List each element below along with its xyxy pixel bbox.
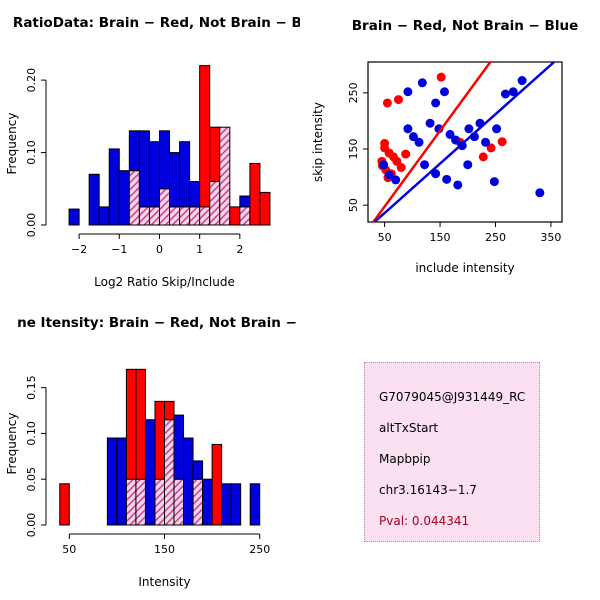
gene-intensity-histogram-chart: ne Itensity: Brain − Red, Not Brain − B 5… xyxy=(5,315,300,589)
svg-text:2: 2 xyxy=(236,243,243,256)
svg-text:Log2 Ratio Skip/Include: Log2 Ratio Skip/Include xyxy=(94,275,235,289)
svg-text:include intensity: include intensity xyxy=(415,261,514,275)
svg-text:50: 50 xyxy=(347,198,360,212)
gene-name-label: Mapbpip xyxy=(379,452,431,466)
svg-text:0.10: 0.10 xyxy=(25,421,38,446)
svg-text:250: 250 xyxy=(347,82,360,103)
svg-text:0: 0 xyxy=(156,243,163,256)
svg-text:0.10: 0.10 xyxy=(25,140,38,165)
svg-text:0.05: 0.05 xyxy=(25,467,38,492)
event-type-label: altTxStart xyxy=(379,421,439,435)
svg-text:Frequency: Frequency xyxy=(5,413,19,475)
locus-label: chr3.16143−1.7 xyxy=(379,483,477,497)
svg-text:150: 150 xyxy=(154,543,175,556)
gene-id-label: G7079045@J931449_RC xyxy=(379,390,526,404)
svg-text:0.15: 0.15 xyxy=(25,375,38,400)
svg-text:250: 250 xyxy=(485,231,506,244)
svg-text:1: 1 xyxy=(196,243,203,256)
svg-text:Intensity: Intensity xyxy=(138,575,190,589)
gene-intensity-histogram-panel: ne Itensity: Brain − Red, Not Brain − B 5… xyxy=(0,300,300,600)
svg-text:RatioData: Brain − Red, Not Br: RatioData: Brain − Red, Not Brain − Blu xyxy=(13,15,300,31)
intensity-scatter-chart: Brain − Red, Not Brain − Blue 50 150 250 350… xyxy=(311,18,578,275)
gene-info-box: G7079045@J931449_RC altTxStart Mapbpip c… xyxy=(364,362,540,542)
log2ratio-histogram-panel: RatioData: Brain − Red, Not Brain − Blu −… xyxy=(0,0,300,300)
svg-text:−2: −2 xyxy=(71,243,87,256)
svg-text:50: 50 xyxy=(378,231,392,244)
svg-text:250: 250 xyxy=(249,543,270,556)
pvalue-label: Pval: 0.044341 xyxy=(379,514,470,528)
svg-text:350: 350 xyxy=(540,231,561,244)
svg-text:150: 150 xyxy=(347,139,360,160)
log2ratio-histogram-chart: RatioData: Brain − Red, Not Brain − Blu −… xyxy=(5,15,300,289)
svg-text:−1: −1 xyxy=(111,243,127,256)
svg-text:0.00: 0.00 xyxy=(25,213,38,238)
svg-text:50: 50 xyxy=(62,543,76,556)
svg-text:0.20: 0.20 xyxy=(25,68,38,93)
svg-text:150: 150 xyxy=(430,231,451,244)
svg-text:0.00: 0.00 xyxy=(25,513,38,538)
svg-text:Brain − Red, Not Brain − Blue: Brain − Red, Not Brain − Blue xyxy=(352,18,578,34)
svg-text:Frequency: Frequency xyxy=(5,113,19,175)
intensity-scatter-panel: Brain − Red, Not Brain − Blue 50 150 250 350… xyxy=(300,0,600,300)
svg-text:ne Itensity: Brain − Red, Not: ne Itensity: Brain − Red, Not Brain − B xyxy=(17,315,300,331)
svg-text:skip intensity: skip intensity xyxy=(311,102,325,182)
